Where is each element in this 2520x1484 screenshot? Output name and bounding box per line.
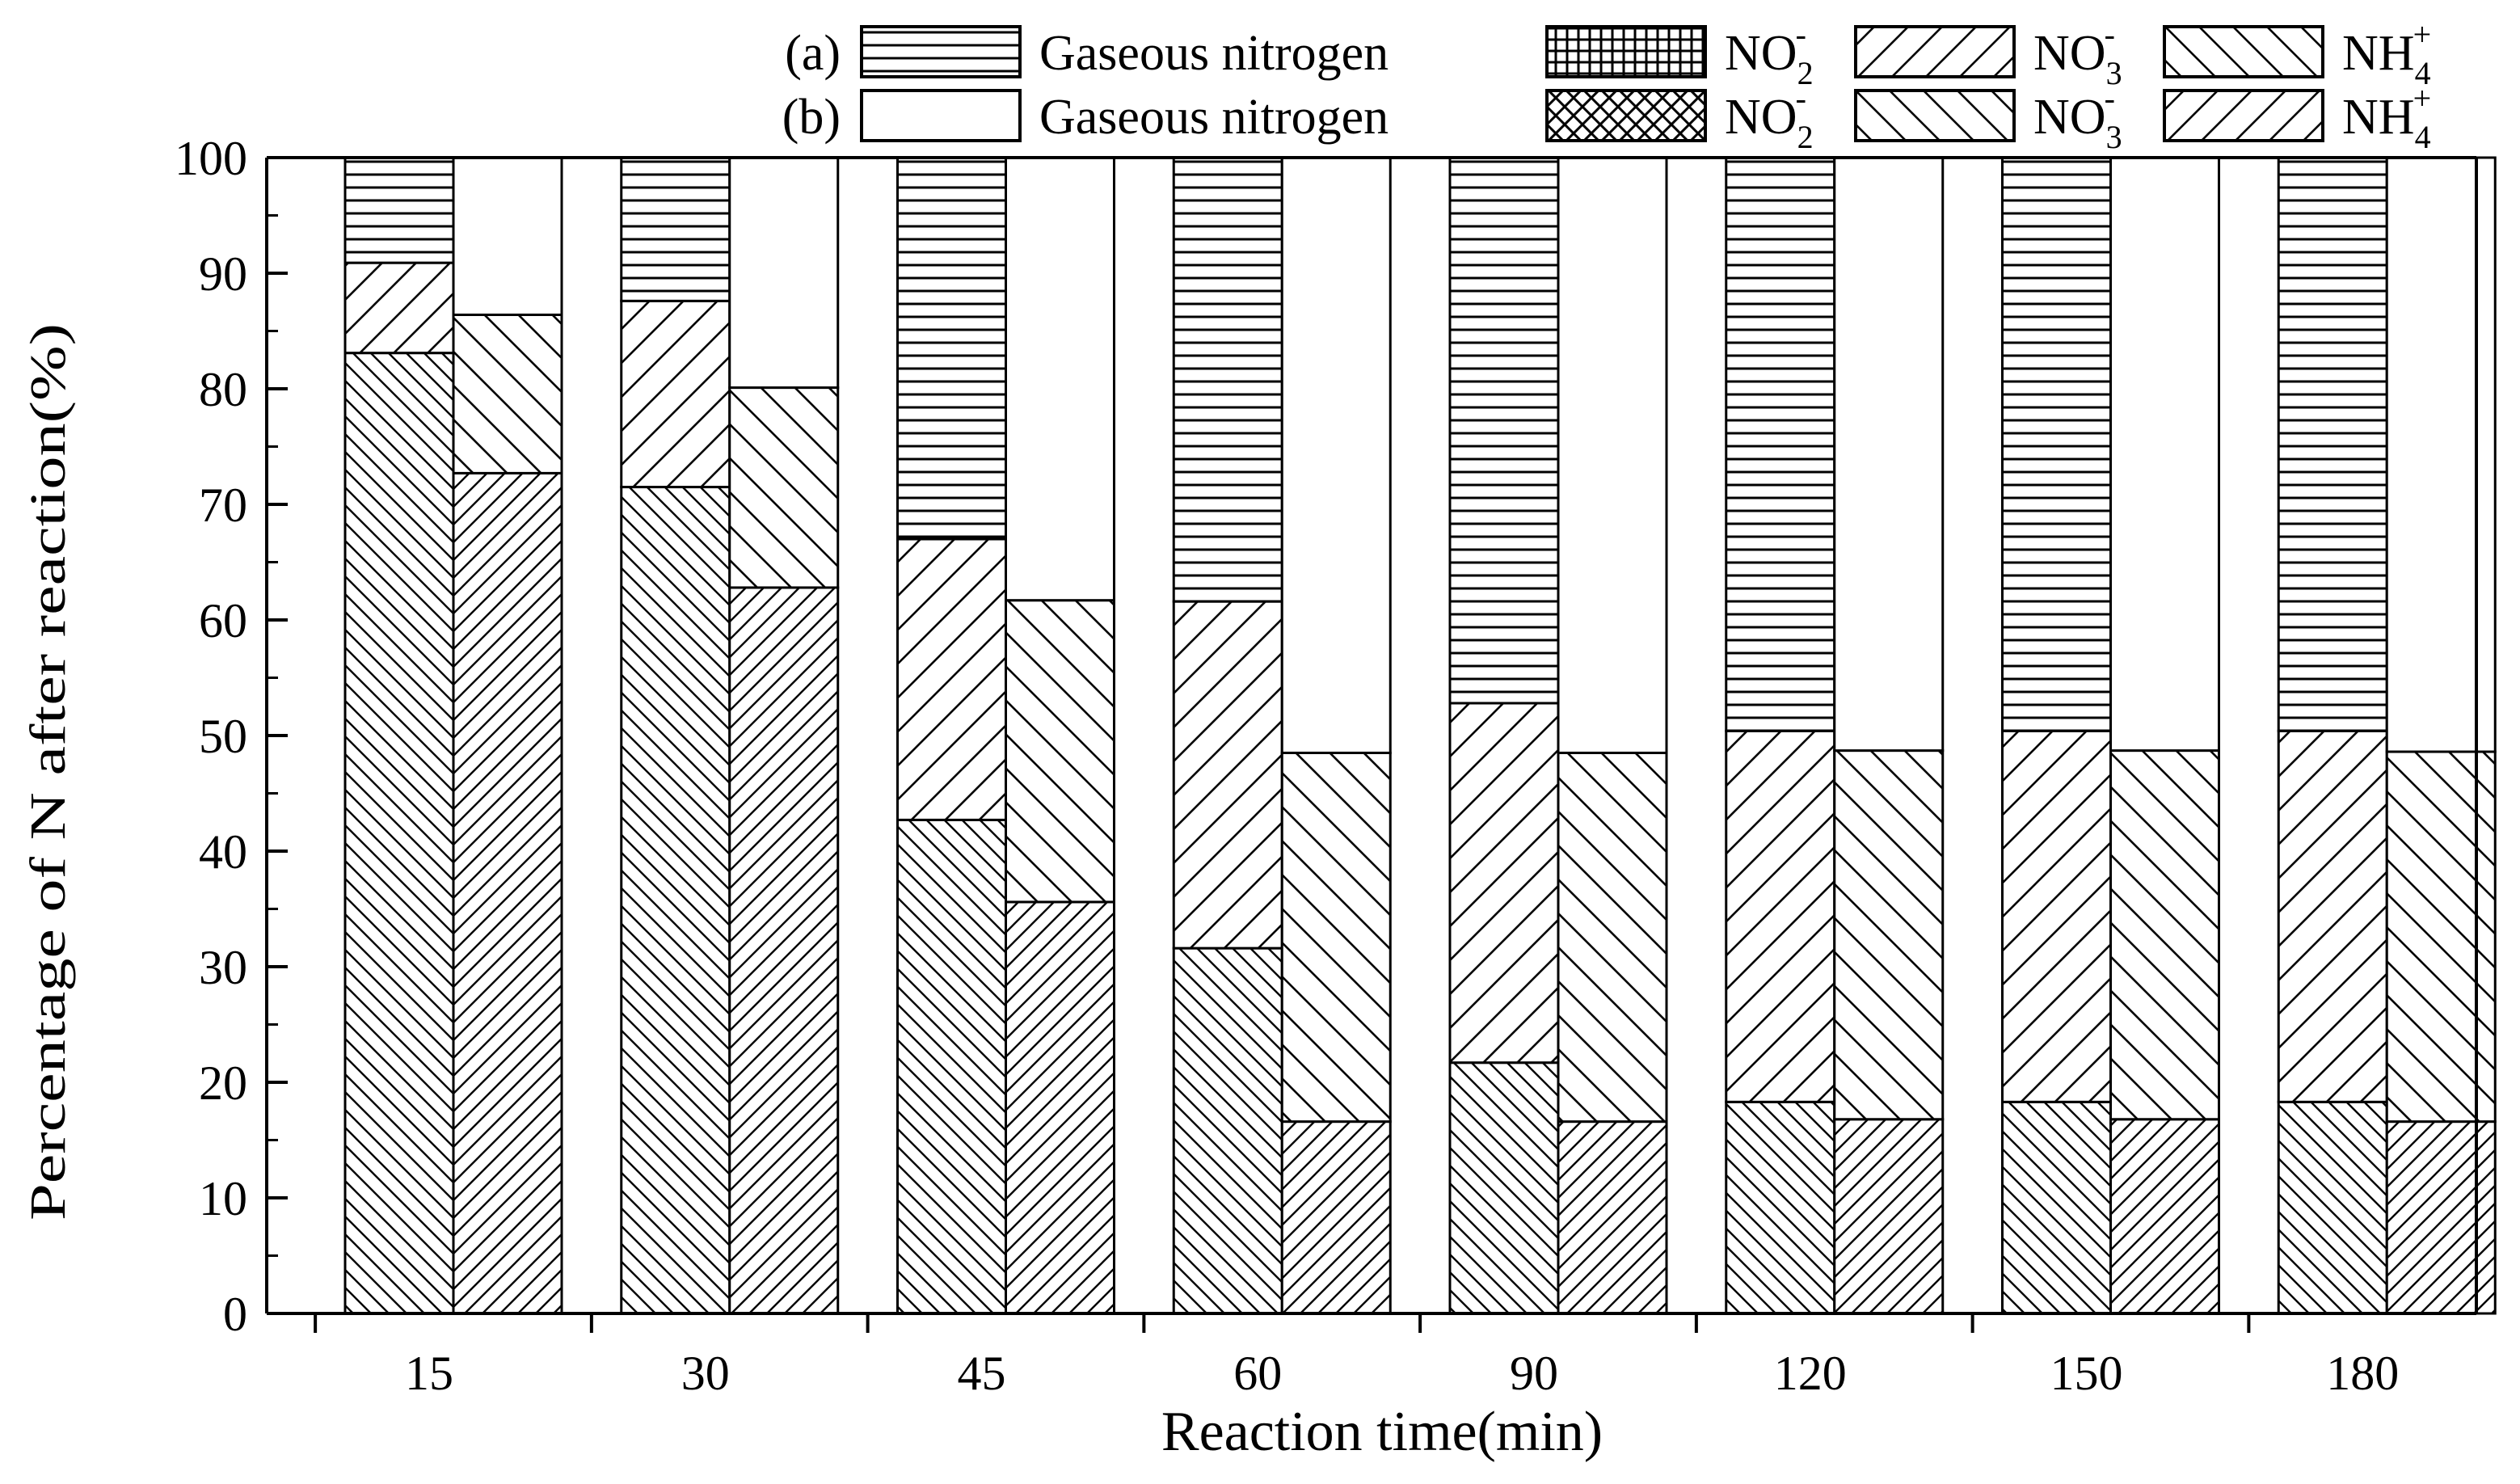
bar-b-no3-150 [2109,749,2220,1121]
legend-label-b-nh4: NH4+ [2342,80,2431,155]
bar-b-no3-180 [2385,750,2497,1124]
legend-swatch-a-no3 [1854,25,2016,78]
legend-swatch-b-no2 [1545,89,1707,142]
bar-a-nh4-60 [1172,946,1283,1315]
legend-swatch-a-no2 [1545,25,1707,78]
legend-swatch-a-gaseous-nitrogen [860,25,1022,78]
bar-b-gaseous-nitrogen-180 [2385,156,2497,753]
bar-a-nh4-180 [2277,1100,2388,1315]
bar-b-gaseous-nitrogen-45 [1005,156,1115,602]
bar-b-nh4-15 [452,471,563,1315]
bar-a-nh4-90 [1448,1061,1560,1315]
bar-a-nh4-15 [343,352,455,1315]
legend-label-b-no2: NO2- [1725,80,1814,155]
y-tick-label-10: 10 [199,1172,247,1225]
x-tick-label-60: 60 [1233,1347,1282,1400]
bar-b-no3-15 [452,313,563,474]
bar-a-nh4-150 [2001,1100,2112,1315]
legend-label-a-no2: NO2- [1725,16,1814,91]
legend-label-a-no3: NO3- [2033,16,2122,91]
y-tick-label-0: 0 [223,1288,247,1341]
bar-a-gaseous-nitrogen-90 [1448,156,1560,705]
bar-b-gaseous-nitrogen-120 [1833,156,1945,753]
legend-swatch-b-gaseous-nitrogen [860,89,1022,142]
legend-label-b-no3: NO3- [2033,80,2122,155]
bar-b-no3-45 [1005,599,1115,904]
x-tick-label-120: 120 [1774,1347,1847,1400]
bar-b-nh4-30 [728,586,840,1315]
legend-group-label-a: (a) [785,26,841,81]
y-axis-label: Percentage of N after reaction(%) [21,323,76,1221]
bar-b-gaseous-nitrogen-60 [1280,156,1392,754]
bar-a-gaseous-nitrogen-30 [620,156,731,302]
bar-b-gaseous-nitrogen-90 [1557,156,1668,754]
axes-layer: 0 10 20 30 40 50 60 70 80 90 100 15 30 45 60 90 120 150 18… [175,132,2478,1400]
bar-a-gaseous-nitrogen-120 [1725,156,1836,732]
bars-layer [343,156,2497,1315]
legend-label-a-nh4: NH4+ [2342,16,2431,91]
y-tick-label-40: 40 [199,825,247,879]
y-tick-label-60: 60 [199,594,247,647]
bar-a-no3-45 [896,538,1007,821]
y-tick-label-100: 100 [175,132,247,185]
bar-b-no3-60 [1280,751,1392,1124]
bar-a-no3-150 [2001,729,2112,1103]
bar-a-gaseous-nitrogen-150 [2001,156,2112,732]
bar-b-nh4-180 [2385,1120,2497,1315]
bar-b-gaseous-nitrogen-15 [452,156,563,316]
bar-b-nh4-90 [1557,1120,1668,1315]
bar-b-no3-90 [1557,751,1668,1124]
bar-a-gaseous-nitrogen-180 [2277,156,2388,732]
legend-group-label-b: (b) [782,90,841,145]
bar-b-gaseous-nitrogen-150 [2109,156,2220,753]
bar-b-nh4-60 [1280,1120,1392,1315]
bar-a-nh4-30 [620,486,731,1315]
legend-label-b-gaseous-nitrogen: Gaseous nitrogen [1039,90,1389,145]
x-tick-label-30: 30 [681,1347,730,1400]
x-tick-label-150: 150 [2050,1347,2123,1400]
bar-b-nh4-45 [1005,900,1115,1315]
legend: (a) Gaseous nitrogen NO2- NO3- NH4+ (b) Gaseou… [782,16,2431,155]
legend-swatch-b-no3 [1854,89,2016,142]
bar-b-nh4-150 [2109,1118,2220,1315]
bar-a-gaseous-nitrogen-15 [343,156,455,264]
bar-a-no3-120 [1725,729,1836,1103]
bar-b-gaseous-nitrogen-30 [728,156,840,390]
bar-a-no3-90 [1448,702,1560,1065]
y-tick-label-90: 90 [199,247,247,301]
y-tick-label-20: 20 [199,1056,247,1110]
x-tick-label-90: 90 [1510,1347,1558,1400]
legend-label-a-gaseous-nitrogen: Gaseous nitrogen [1039,26,1389,81]
bar-b-nh4-120 [1833,1118,1945,1315]
bar-b-no3-30 [728,386,840,589]
y-tick-label-50: 50 [199,710,247,763]
bar-a-no3-15 [343,261,455,355]
y-tick-label-30: 30 [199,941,247,994]
bar-b-no3-120 [1833,749,1945,1121]
y-tick-label-70: 70 [199,479,247,532]
y-tick-label-80: 80 [199,363,247,416]
bar-a-no3-60 [1172,600,1283,950]
x-tick-label-45: 45 [958,1347,1006,1400]
bar-a-gaseous-nitrogen-45 [896,156,1007,541]
bar-a-nh4-45 [896,818,1007,1315]
bar-a-no3-180 [2277,729,2388,1103]
x-tick-label-15: 15 [405,1347,453,1400]
bar-a-no3-30 [620,299,731,489]
x-axis-label: Reaction time(min) [1161,1401,1603,1463]
bar-a-gaseous-nitrogen-60 [1172,156,1283,603]
legend-swatch-a-nh4 [2163,25,2324,78]
legend-swatch-b-nh4 [2163,89,2324,142]
x-tick-label-180: 180 [2326,1347,2399,1400]
bar-a-nh4-120 [1725,1100,1836,1315]
